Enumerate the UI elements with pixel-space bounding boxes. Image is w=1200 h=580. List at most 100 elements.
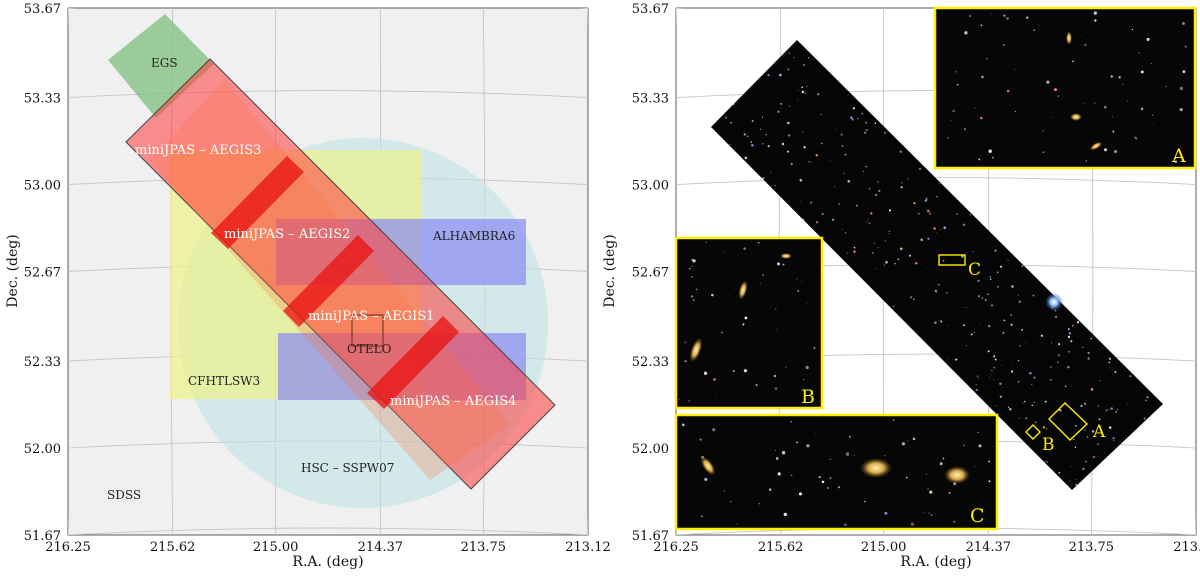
star: [942, 457, 945, 460]
star: [926, 268, 928, 269]
star: [1034, 421, 1037, 424]
star: [884, 455, 886, 457]
star: [684, 360, 687, 363]
star: [867, 218, 869, 220]
star: [781, 142, 785, 146]
star: [688, 400, 690, 402]
y-tick-label: 52.67: [24, 266, 61, 281]
star: [800, 201, 801, 202]
star: [782, 263, 785, 266]
star: [877, 247, 879, 249]
star: [853, 455, 855, 456]
x-tick-label: 214.37: [966, 540, 1012, 555]
star: [841, 229, 843, 230]
star: [1091, 430, 1095, 433]
star: [1075, 478, 1077, 480]
bright-star: [1045, 293, 1063, 311]
left-region-labels: miniJPAS – AEGIS3 miniJPAS – AEGIS2 mini…: [135, 143, 516, 409]
star: [1017, 359, 1020, 362]
star: [1122, 83, 1124, 86]
star: [901, 182, 903, 184]
star: [1082, 346, 1084, 349]
star: [865, 165, 868, 168]
star: [913, 202, 916, 205]
star: [897, 258, 900, 261]
star: [905, 476, 908, 479]
star: [1059, 409, 1062, 412]
label-alhambra6: ALHAMBRA6: [432, 229, 515, 243]
star: [838, 203, 840, 205]
star: [972, 251, 974, 253]
inset-c-galaxy: [700, 456, 716, 476]
star: [1021, 265, 1024, 267]
star: [1134, 136, 1136, 138]
zoom-box-markers: [938, 254, 1089, 441]
star: [1104, 452, 1106, 454]
x-tick-label: 216.25: [45, 540, 91, 555]
star: [780, 108, 782, 109]
star: [1111, 116, 1113, 118]
star: [796, 441, 798, 444]
star: [929, 490, 933, 494]
star: [689, 268, 691, 270]
star: [927, 237, 930, 240]
star: [1025, 341, 1027, 343]
star: [771, 185, 772, 187]
star: [744, 156, 748, 160]
marker-label-b: B: [1042, 435, 1055, 455]
star: [767, 73, 770, 77]
star: [935, 232, 937, 233]
right-y-axis-label: Dec. (deg): [602, 234, 618, 307]
star: [1140, 70, 1144, 74]
star: [790, 162, 793, 166]
star: [936, 507, 938, 508]
zoom-box-marker-labels: A B C: [968, 260, 1106, 455]
star: [1042, 151, 1045, 153]
star: [713, 378, 716, 381]
star: [843, 172, 845, 175]
star: [774, 450, 776, 452]
star: [894, 262, 896, 265]
star: [806, 444, 810, 448]
star: [945, 291, 948, 294]
star: [917, 212, 920, 215]
star: [964, 128, 966, 130]
star: [837, 486, 840, 489]
star: [802, 131, 804, 133]
star: [1112, 437, 1115, 440]
zoom-box-c-marker: [938, 254, 966, 266]
star: [1090, 337, 1093, 340]
star: [760, 282, 761, 284]
star: [934, 321, 937, 324]
star: [806, 85, 808, 88]
star: [1006, 89, 1010, 93]
star: [1053, 88, 1058, 92]
star: [927, 209, 930, 213]
star: [970, 333, 973, 336]
star: [1182, 22, 1185, 25]
y-tick-label: 53.67: [632, 2, 669, 17]
star: [678, 399, 680, 400]
star: [1011, 285, 1014, 288]
star: [820, 113, 822, 116]
star: [1006, 16, 1009, 20]
star: [684, 341, 687, 344]
star: [712, 428, 716, 432]
left-regions: [108, 14, 556, 508]
star: [1027, 373, 1029, 374]
overlap-aegis3-aegis2: [211, 156, 304, 249]
star: [1064, 404, 1066, 406]
star: [1129, 375, 1132, 378]
star: [981, 297, 984, 300]
star: [1031, 383, 1033, 385]
star: [857, 118, 859, 120]
star: [801, 280, 803, 282]
star: [999, 265, 1003, 268]
star: [853, 246, 856, 249]
inset-a-galaxy: [1066, 31, 1072, 45]
star: [815, 154, 818, 157]
star: [681, 423, 685, 427]
label-otelo: OTELO: [347, 342, 392, 356]
star: [1009, 408, 1012, 411]
star: [781, 173, 783, 175]
